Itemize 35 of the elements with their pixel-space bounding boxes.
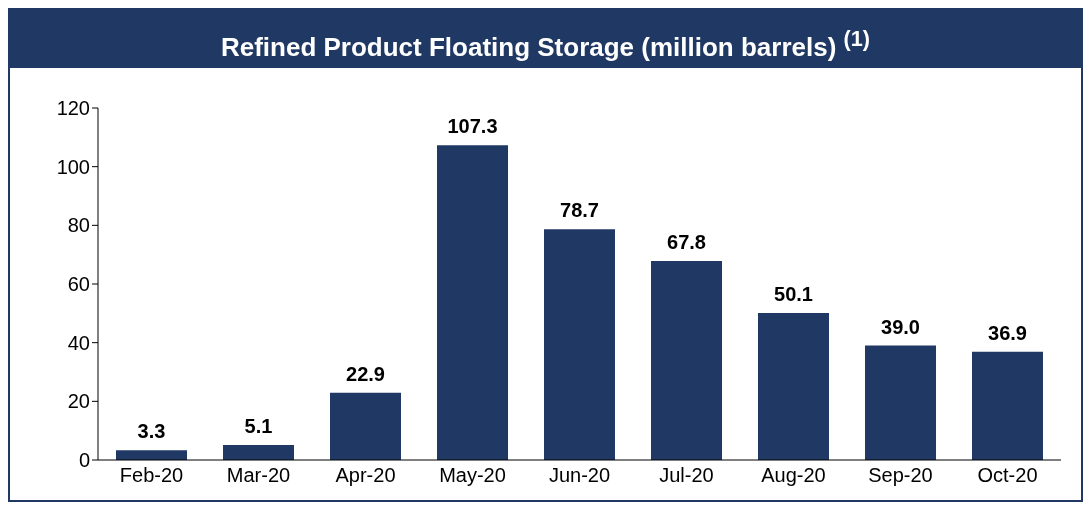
data-label: 50.1 <box>774 283 813 306</box>
bar <box>865 345 936 460</box>
x-tick-label: May-20 <box>439 464 506 487</box>
x-tick-label: Jun-20 <box>548 464 611 487</box>
y-tick-label: 0 <box>78 449 90 472</box>
bar <box>437 145 508 460</box>
bar <box>544 229 615 460</box>
data-label: 39.0 <box>881 315 920 338</box>
bar <box>116 450 187 460</box>
bar <box>758 313 829 460</box>
x-tick-label: Oct-20 <box>977 464 1038 487</box>
data-label: 22.9 <box>346 362 385 385</box>
y-tick-label: 100 <box>56 155 90 178</box>
y-tick-label: 20 <box>67 390 90 413</box>
bar <box>330 392 401 460</box>
data-label: 67.8 <box>667 231 706 254</box>
x-tick-label: Aug-20 <box>761 464 826 487</box>
data-label: 3.3 <box>137 420 166 443</box>
chart-title: Refined Product Floating Storage (million barrels) $^{(1)}$ <box>10 10 1081 68</box>
data-label: 5.1 <box>244 415 273 438</box>
y-tick-label: 60 <box>67 273 90 296</box>
bar <box>223 445 294 460</box>
x-tick-label: Mar-20 <box>226 464 291 487</box>
y-tick-label: 80 <box>67 214 90 237</box>
x-tick-label: Jul-20 <box>659 464 714 487</box>
x-tick-label: Apr-20 <box>335 464 396 487</box>
bar <box>651 261 722 460</box>
x-tick-label: Sep-20 <box>868 464 933 487</box>
x-tick-label: Feb-20 <box>119 464 184 487</box>
data-label: 78.7 <box>560 199 599 222</box>
bar <box>972 351 1043 460</box>
y-tick-label: 120 <box>56 97 90 120</box>
data-label: 36.9 <box>988 321 1027 344</box>
y-tick-label: 40 <box>67 331 90 354</box>
data-label: 107.3 <box>447 115 498 138</box>
